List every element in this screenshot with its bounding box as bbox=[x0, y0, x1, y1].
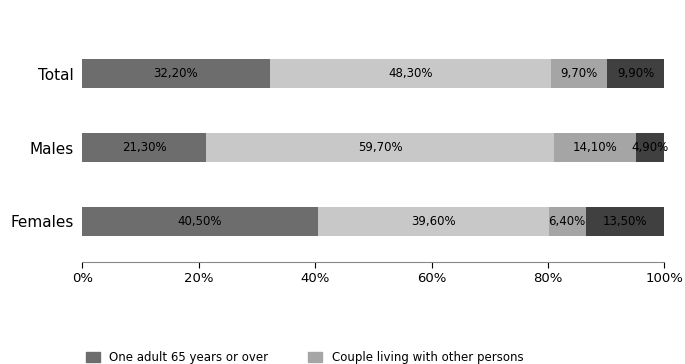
Bar bbox=[82, 59, 270, 88]
Bar bbox=[270, 59, 551, 88]
Text: 6,40%: 6,40% bbox=[549, 215, 586, 228]
Bar bbox=[549, 207, 586, 236]
Text: 48,30%: 48,30% bbox=[388, 67, 432, 80]
Bar bbox=[206, 133, 553, 162]
Text: 9,70%: 9,70% bbox=[560, 67, 598, 80]
Text: 9,90%: 9,90% bbox=[618, 67, 655, 80]
Text: 40,50%: 40,50% bbox=[178, 215, 223, 228]
Text: 59,70%: 59,70% bbox=[358, 141, 402, 154]
Text: 13,50%: 13,50% bbox=[603, 215, 647, 228]
Bar bbox=[636, 133, 664, 162]
Text: 14,10%: 14,10% bbox=[573, 141, 617, 154]
Legend: One adult 65 years or over, Couple without other persons, Couple living with oth: One adult 65 years or over, Couple witho… bbox=[82, 348, 527, 364]
Bar bbox=[82, 207, 318, 236]
Bar bbox=[318, 207, 549, 236]
Bar bbox=[608, 59, 665, 88]
Text: 4,90%: 4,90% bbox=[632, 141, 669, 154]
Text: 32,20%: 32,20% bbox=[153, 67, 198, 80]
Bar bbox=[551, 59, 608, 88]
Text: 39,60%: 39,60% bbox=[411, 215, 456, 228]
Bar bbox=[82, 133, 206, 162]
Bar bbox=[586, 207, 664, 236]
Bar bbox=[553, 133, 636, 162]
Text: 21,30%: 21,30% bbox=[122, 141, 166, 154]
